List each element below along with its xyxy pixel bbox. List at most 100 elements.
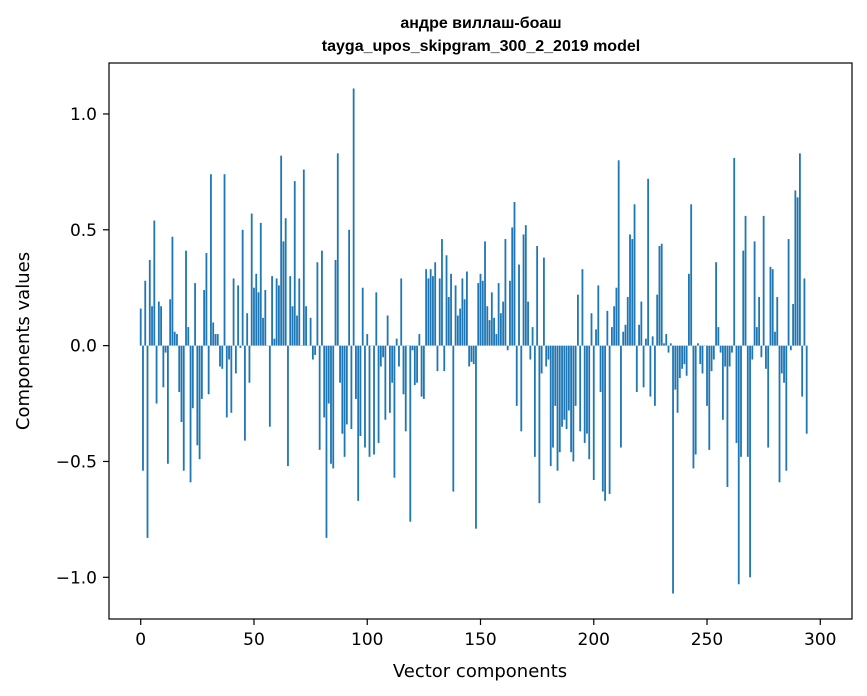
x-axis-label: Vector components [393, 661, 567, 682]
bar [228, 345, 230, 360]
bar [472, 345, 475, 365]
bar [699, 345, 702, 365]
bar [234, 345, 237, 374]
bar [746, 345, 749, 457]
x-axis-ticks: 0 50 100 150 200 250 300 [135, 619, 837, 650]
bar [665, 334, 668, 346]
bar [601, 345, 604, 492]
bar [531, 327, 534, 346]
bar [264, 290, 267, 346]
bar [244, 345, 246, 441]
bar [644, 338, 647, 346]
y-tick-label: 0.5 [70, 221, 97, 241]
bar [719, 345, 722, 353]
bar [479, 273, 482, 346]
bar [486, 306, 489, 346]
bar [443, 345, 446, 372]
bar [311, 345, 314, 360]
bar [649, 345, 652, 397]
bar [762, 215, 765, 346]
bar [629, 234, 631, 346]
bar [552, 345, 554, 448]
bar [721, 345, 724, 420]
bar [219, 345, 221, 367]
bar [692, 345, 695, 469]
x-tick-label: 50 [243, 630, 265, 650]
bar [581, 269, 584, 346]
bar [776, 296, 779, 346]
bar [778, 345, 781, 483]
bar [577, 294, 579, 346]
bar [572, 345, 575, 462]
bar [250, 213, 253, 346]
bar [323, 345, 326, 418]
bar [617, 160, 620, 346]
bar [765, 345, 767, 369]
bar [191, 345, 194, 409]
bar [731, 345, 733, 353]
bar [366, 334, 369, 346]
x-tick-label: 300 [804, 630, 836, 650]
bar [273, 338, 276, 346]
bar [733, 157, 736, 346]
chart-subtitle: tayga_upos_skipgram_300_2_2019 model [322, 38, 640, 55]
bar [291, 306, 294, 346]
bar [497, 283, 500, 346]
bar [142, 345, 144, 471]
bars-group [139, 88, 808, 594]
bar [216, 334, 219, 346]
bar [391, 345, 394, 383]
bar [518, 264, 520, 346]
bar [257, 292, 260, 346]
bar [506, 345, 509, 351]
bar [726, 345, 729, 487]
bar [418, 334, 421, 346]
bar [672, 345, 674, 594]
bar [277, 285, 280, 346]
bar [536, 246, 539, 346]
bar [579, 345, 582, 432]
bar [529, 345, 532, 360]
y-axis-label: Components values [13, 252, 34, 430]
bar [466, 271, 468, 346]
bar [522, 234, 525, 346]
bar [475, 345, 477, 529]
bar [669, 343, 672, 346]
bar [169, 299, 172, 346]
bar [515, 345, 518, 406]
bar [660, 243, 663, 346]
bar [633, 204, 636, 346]
bar [327, 345, 330, 404]
bar [379, 345, 382, 367]
bar [361, 287, 364, 346]
bar [502, 301, 505, 346]
bar [318, 345, 321, 450]
bar [386, 315, 389, 346]
bar [558, 345, 561, 453]
bar [744, 215, 747, 346]
bar [771, 269, 774, 346]
bar [225, 345, 228, 418]
bar [681, 345, 684, 369]
bar [178, 345, 181, 392]
bar [495, 334, 498, 346]
bar [309, 317, 312, 346]
bar [694, 345, 697, 455]
bar [339, 345, 341, 383]
bar [706, 345, 708, 406]
bar [583, 345, 586, 443]
bar [157, 301, 160, 346]
y-tick-label: −0.5 [56, 452, 97, 472]
bar [690, 204, 693, 346]
bar [416, 345, 418, 383]
y-tick-label: 1.0 [70, 105, 97, 125]
bar [341, 345, 344, 434]
bar [302, 169, 305, 346]
bar [382, 345, 384, 358]
bar [701, 345, 704, 374]
bar [527, 301, 529, 346]
bar [432, 276, 434, 346]
bar [461, 278, 464, 346]
bar [533, 345, 536, 457]
bar [200, 345, 203, 399]
